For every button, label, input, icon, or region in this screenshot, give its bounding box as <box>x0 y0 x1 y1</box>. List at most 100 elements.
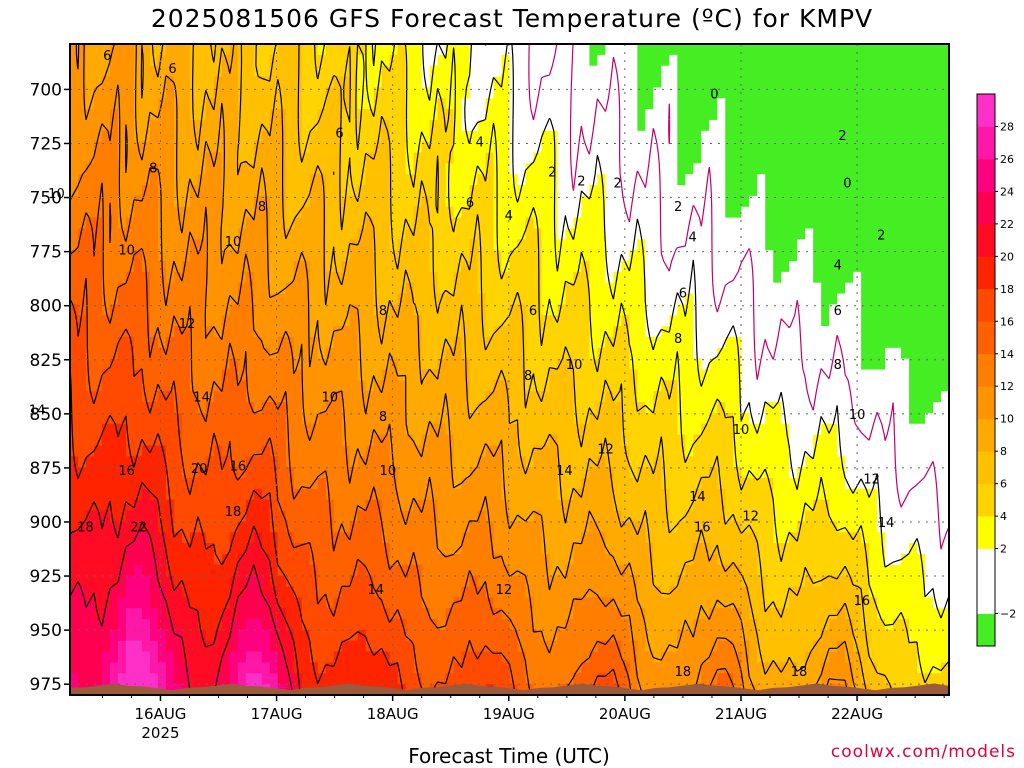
field-cell <box>813 499 822 512</box>
field-cell <box>597 65 606 78</box>
field-cell <box>445 195 455 208</box>
field-cell <box>109 456 119 468</box>
field-cell <box>237 185 247 197</box>
field-cell <box>237 87 247 99</box>
field-cell <box>341 369 351 381</box>
field-cell <box>749 163 758 175</box>
field-cell <box>565 217 575 230</box>
field-cell <box>365 282 375 295</box>
field-cell <box>237 44 247 56</box>
field-cell <box>341 326 351 338</box>
field-cell <box>893 54 902 67</box>
field-cell <box>557 130 567 143</box>
field-cell <box>477 488 487 501</box>
field-cell <box>501 195 511 208</box>
field-cell <box>325 282 335 295</box>
field-cell <box>173 380 183 392</box>
field-cell <box>605 434 614 447</box>
field-cell <box>485 315 495 327</box>
field-cell <box>925 467 934 479</box>
field-cell <box>821 217 830 230</box>
field-cell <box>277 315 287 327</box>
field-cell <box>549 293 559 305</box>
field-cell <box>453 488 463 501</box>
field-cell <box>509 521 519 533</box>
field-cell <box>85 109 95 121</box>
field-cell <box>621 478 630 490</box>
field-cell <box>261 434 271 447</box>
field-cell <box>869 98 878 110</box>
field-cell <box>645 54 654 67</box>
field-cell <box>85 423 95 436</box>
field-cell <box>541 65 551 78</box>
field-cell <box>613 391 622 403</box>
field-cell <box>325 217 335 230</box>
field-cell <box>229 119 239 132</box>
field-cell <box>917 391 926 403</box>
field-cell <box>357 250 367 262</box>
field-cell <box>253 347 263 360</box>
field-cell <box>653 152 662 164</box>
field-cell <box>893 141 902 154</box>
field-cell <box>253 174 263 186</box>
field-cell <box>213 434 223 447</box>
field-cell <box>621 185 630 197</box>
field-cell <box>629 65 638 78</box>
field-cell <box>805 228 814 240</box>
field-cell <box>733 434 742 447</box>
field-cell <box>925 141 934 154</box>
field-cell <box>813 315 822 327</box>
field-cell <box>285 174 295 186</box>
field-cell <box>85 119 95 132</box>
field-cell <box>661 152 670 164</box>
field-cell <box>797 315 806 327</box>
field-cell <box>285 412 295 425</box>
field-cell <box>933 206 942 219</box>
field-cell <box>573 499 583 512</box>
field-cell <box>597 44 606 56</box>
field-cell <box>197 434 207 447</box>
field-cell <box>789 336 798 349</box>
field-cell <box>717 358 726 371</box>
field-cell <box>221 163 231 175</box>
field-cell <box>181 119 191 132</box>
field-cell <box>637 304 646 316</box>
field-cell <box>533 152 543 164</box>
field-cell <box>453 206 463 219</box>
field-cell <box>941 358 950 371</box>
field-cell <box>365 65 375 78</box>
field-cell <box>725 304 734 316</box>
field-cell <box>701 380 710 392</box>
field-cell <box>381 402 391 414</box>
field-cell <box>765 141 774 154</box>
field-cell <box>717 347 726 360</box>
field-cell <box>285 206 295 219</box>
field-cell <box>709 87 718 99</box>
field-cell <box>373 271 383 284</box>
field-cell <box>877 239 886 251</box>
field-cell <box>341 228 351 240</box>
field-cell <box>581 65 591 78</box>
field-cell <box>381 44 391 56</box>
field-cell <box>845 239 854 251</box>
field-cell <box>637 261 646 273</box>
field-cell <box>573 44 583 56</box>
field-cell <box>165 467 175 479</box>
field-cell <box>245 347 255 360</box>
field-cell <box>693 174 702 186</box>
field-cell <box>485 282 495 295</box>
field-cell <box>245 293 255 305</box>
field-cell <box>109 510 119 522</box>
field-cell <box>229 478 239 490</box>
field-cell <box>581 488 591 501</box>
field-cell <box>413 391 423 403</box>
field-cell <box>197 423 207 436</box>
field-cell <box>373 369 383 381</box>
field-cell <box>109 336 119 349</box>
field-cell <box>765 380 774 392</box>
field-cell <box>765 304 774 316</box>
field-cell <box>853 217 862 230</box>
field-cell <box>637 250 646 262</box>
field-cell <box>133 423 143 436</box>
field-cell <box>133 532 143 544</box>
